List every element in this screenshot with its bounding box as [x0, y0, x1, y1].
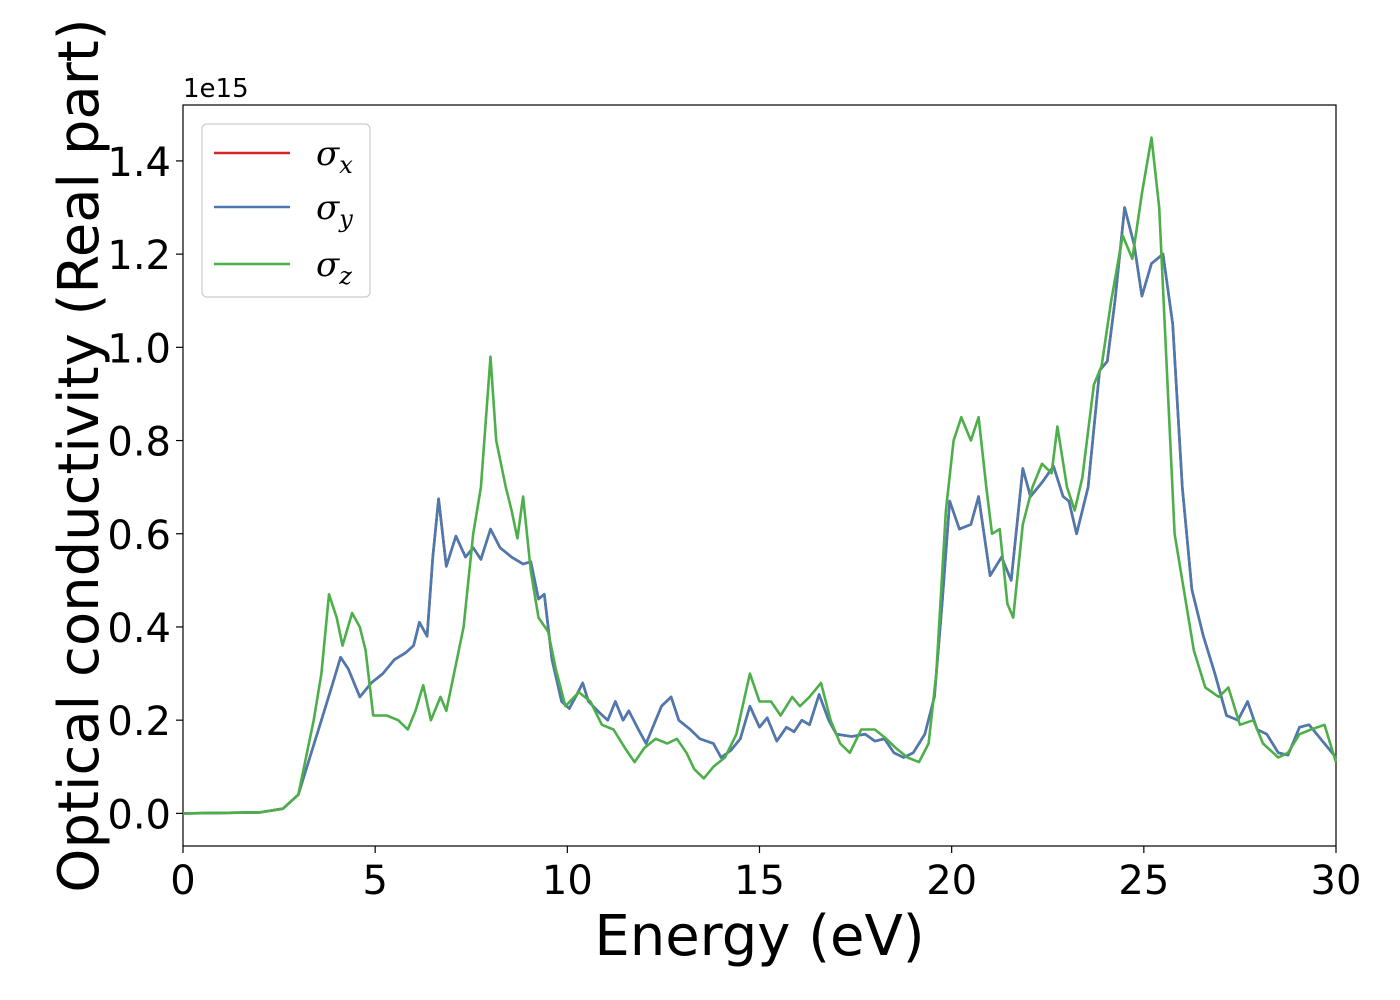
x-tick-label: 5: [362, 858, 387, 904]
y-tick-label: 0.0: [107, 792, 171, 838]
y-axis-label: Optical conductivity (Real part): [47, 18, 112, 892]
series-line-z: [182, 136, 1338, 815]
y-offset-label: 1e15: [183, 74, 249, 104]
y-tick-label: 1.0: [107, 326, 171, 372]
x-tick-label: 20: [926, 858, 977, 904]
y-tick-label: 1.4: [107, 140, 171, 186]
y-tick-label: 0.8: [107, 420, 171, 466]
y-tick-label: 0.2: [107, 699, 171, 745]
x-tick-label: 25: [1118, 858, 1169, 904]
x-tick-label: 30: [1311, 858, 1362, 904]
x-tick-label: 15: [734, 858, 785, 904]
y-tick-label: 0.6: [107, 513, 171, 559]
x-tick-label: 10: [542, 858, 593, 904]
legend-box: [201, 123, 371, 298]
y-axis-ticks: 0.0 0.2 0.4 0.6 0.8 1.0 1.2 1.4: [107, 140, 183, 838]
series-line-y: [182, 206, 1338, 815]
y-tick-label: 1.2: [107, 233, 171, 279]
x-axis-label: Energy (eV): [594, 904, 924, 969]
x-axis-ticks: 0 5 10 15 20 25 30: [170, 846, 1361, 904]
series-layer: [182, 136, 1338, 815]
legend-subscript-y: y: [338, 205, 353, 233]
x-tick-label: 0: [170, 858, 195, 904]
legend-subscript-x: x: [339, 151, 353, 179]
legend-subscript-z: z: [338, 262, 352, 290]
y-tick-label: 0.4: [107, 606, 171, 652]
